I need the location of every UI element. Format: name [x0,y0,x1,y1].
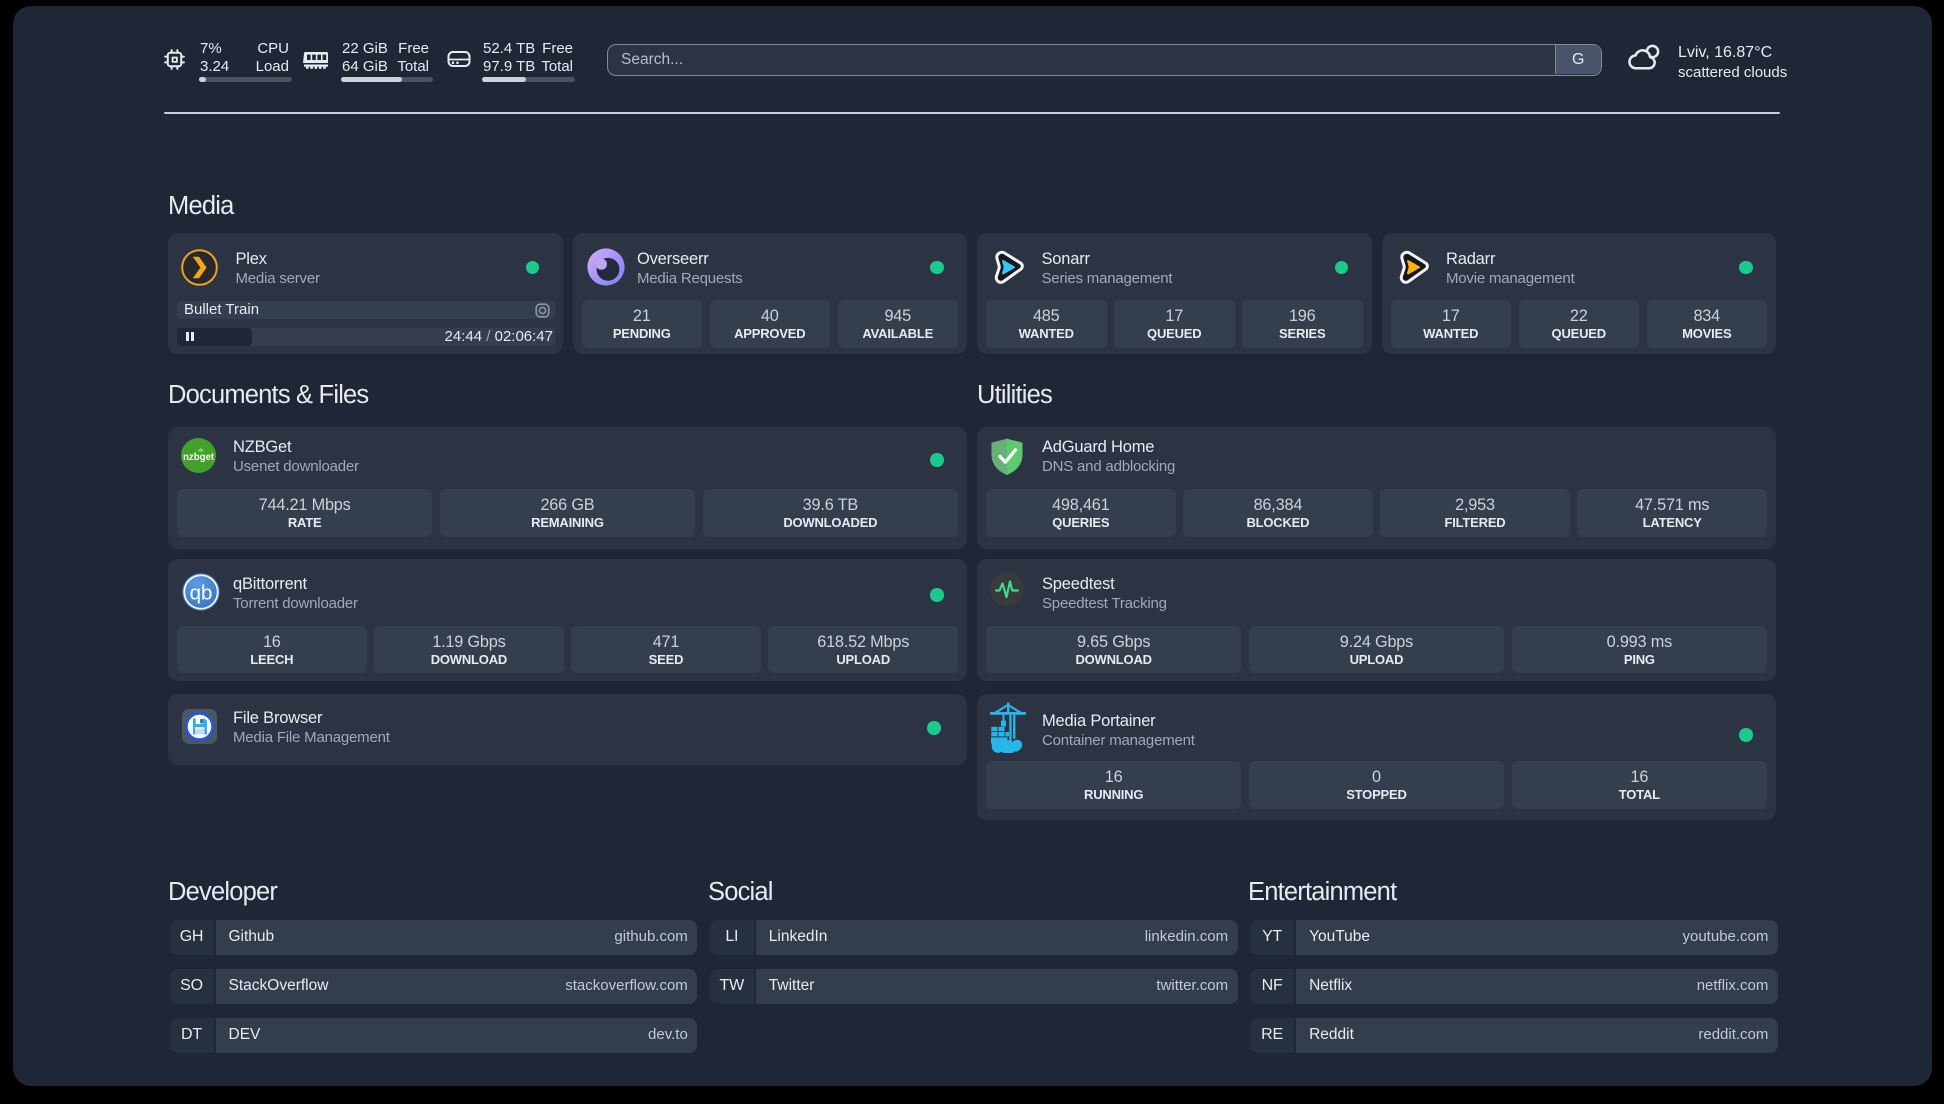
svg-text:nzbget: nzbget [183,451,214,463]
svg-text:qb: qb [190,582,213,605]
